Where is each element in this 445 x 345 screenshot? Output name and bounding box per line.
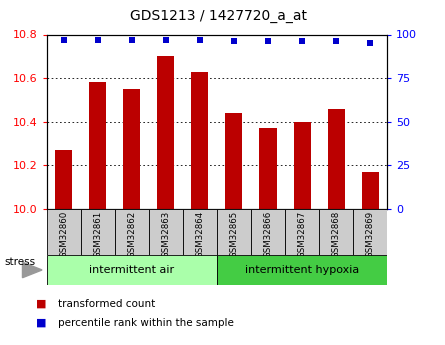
Point <box>332 39 340 44</box>
Text: GSM32865: GSM32865 <box>230 210 239 258</box>
Text: GSM32868: GSM32868 <box>332 210 340 258</box>
Bar <box>55 150 72 209</box>
Text: GSM32869: GSM32869 <box>366 210 375 258</box>
Point <box>60 37 67 42</box>
Point <box>367 40 374 46</box>
Bar <box>251 209 285 255</box>
Bar <box>158 56 174 209</box>
Bar <box>294 121 311 209</box>
Point <box>94 37 101 42</box>
Bar <box>89 82 106 209</box>
Bar <box>191 71 208 209</box>
Bar <box>123 89 140 209</box>
Text: ■: ■ <box>36 299 46 308</box>
Text: GSM32860: GSM32860 <box>59 210 68 258</box>
Text: GDS1213 / 1427720_a_at: GDS1213 / 1427720_a_at <box>129 9 307 23</box>
Text: intermittent hypoxia: intermittent hypoxia <box>245 265 359 275</box>
Text: ■: ■ <box>36 318 46 327</box>
Text: GSM32861: GSM32861 <box>93 210 102 258</box>
Text: transformed count: transformed count <box>58 299 155 308</box>
Bar <box>362 172 379 209</box>
Text: GSM32864: GSM32864 <box>195 210 204 258</box>
Text: GSM32863: GSM32863 <box>162 210 170 258</box>
Bar <box>217 255 387 285</box>
Text: GSM32867: GSM32867 <box>298 210 307 258</box>
Point <box>264 39 271 44</box>
Bar <box>319 209 353 255</box>
Bar <box>226 113 243 209</box>
Bar <box>149 209 183 255</box>
Point <box>196 37 203 42</box>
Polygon shape <box>22 262 42 278</box>
Bar <box>81 209 115 255</box>
Text: percentile rank within the sample: percentile rank within the sample <box>58 318 234 327</box>
Bar <box>285 209 319 255</box>
Text: intermittent air: intermittent air <box>89 265 174 275</box>
Text: GSM32862: GSM32862 <box>127 210 136 258</box>
Bar <box>183 209 217 255</box>
Bar <box>353 209 387 255</box>
Bar <box>115 209 149 255</box>
Bar <box>328 109 344 209</box>
Point <box>299 39 306 44</box>
Point <box>162 37 170 42</box>
Text: GSM32866: GSM32866 <box>263 210 272 258</box>
Bar <box>217 209 251 255</box>
Point <box>128 37 135 42</box>
Bar <box>259 128 276 209</box>
Bar <box>47 209 81 255</box>
Bar <box>47 255 217 285</box>
Point <box>231 39 238 44</box>
Text: stress: stress <box>4 257 36 266</box>
